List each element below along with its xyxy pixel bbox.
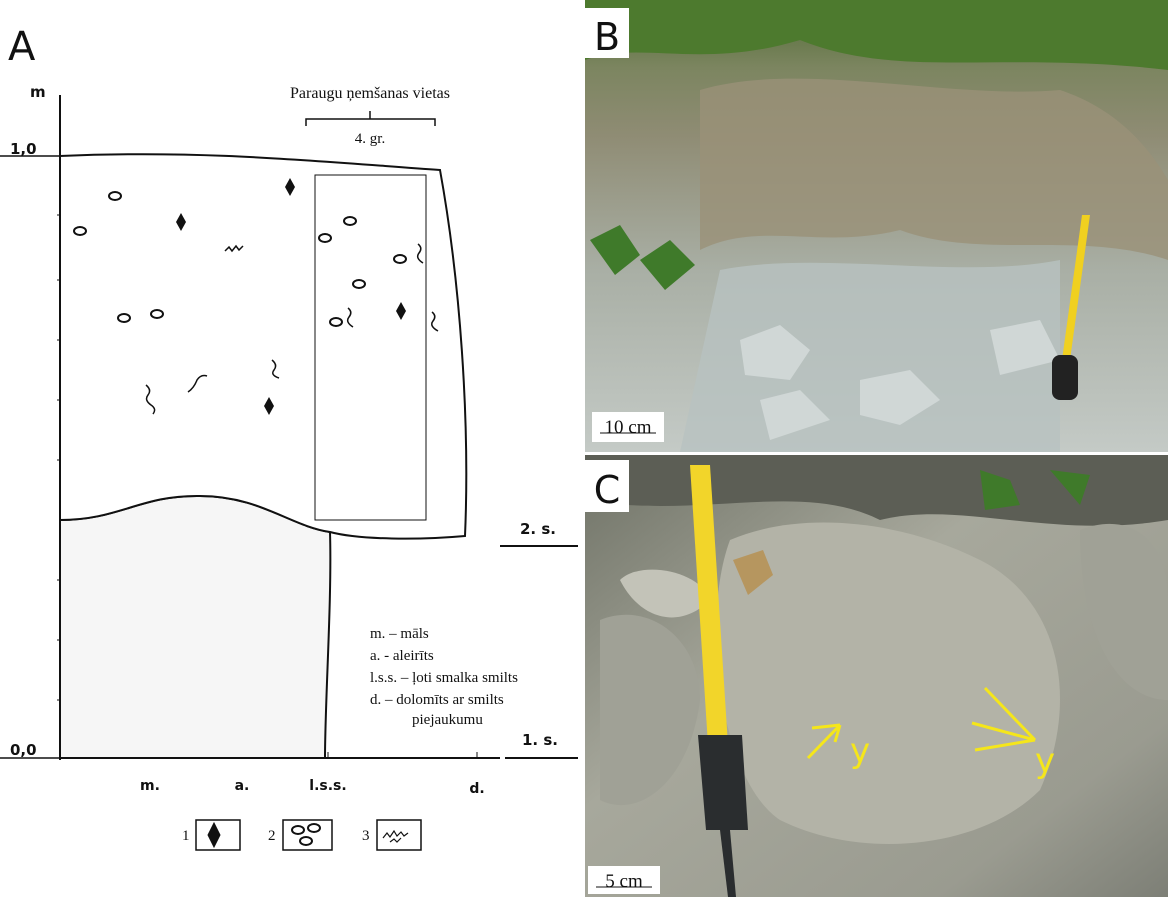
- legend-text: m. – māls: [370, 626, 429, 642]
- symbol-key-part: [300, 837, 312, 845]
- panel-a: A m 1,0 0,0 Paraugu ņemšanas vietas 4. g…: [0, 24, 578, 850]
- photo-detail-part: [1052, 355, 1078, 400]
- level-lines: [500, 546, 578, 758]
- sampling-bracket-part: [306, 111, 435, 126]
- scale-label: 10 cm: [605, 417, 652, 438]
- panel-label: B: [594, 15, 620, 59]
- legend-text: a. - aleirīts: [370, 648, 434, 664]
- symbol-key-part: [292, 826, 304, 834]
- panel-c: C y y 5 cm: [585, 455, 1168, 897]
- panel-label: C: [594, 468, 621, 512]
- sampling-bracket: [306, 111, 435, 126]
- panel-label: A: [8, 24, 36, 70]
- axis-unit: m: [30, 83, 46, 101]
- legend-text: l.s.s. – ļoti smalka smilts: [370, 670, 518, 686]
- level-label: 2. s.: [520, 520, 556, 538]
- y-tick-label: 0,0: [10, 741, 37, 759]
- symbol-key-part: [208, 823, 220, 847]
- annotation: y: [850, 731, 870, 771]
- symbol-key-part: [377, 820, 421, 850]
- key-number: 3: [362, 828, 370, 844]
- lithology-layers: [60, 154, 466, 758]
- symbol-key-part: [383, 831, 408, 842]
- symbol-key: [196, 820, 421, 850]
- symbol-key-part: [308, 824, 320, 832]
- legend-text: piejaukumu: [412, 712, 483, 728]
- annotation: y: [1035, 741, 1055, 781]
- lithology-layers-part: [60, 496, 330, 758]
- photo-detail-part: [698, 735, 748, 830]
- x-tick-label: m.: [140, 778, 160, 794]
- x-tick-label: l.s.s.: [309, 778, 346, 794]
- panel-b: B 10 cm: [585, 0, 1168, 452]
- key-number: 1: [182, 828, 190, 844]
- sampling-title: Paraugu ņemšanas vietas: [290, 85, 450, 102]
- x-tick-label: d.: [469, 781, 484, 797]
- figure: A m 1,0 0,0 Paraugu ņemšanas vietas 4. g…: [0, 0, 1168, 897]
- scale-label: 5 cm: [605, 871, 643, 892]
- abbreviation-legend: m. – māls a. - aleirīts l.s.s. – ļoti sm…: [370, 626, 518, 728]
- lithology-layers-part: [60, 154, 466, 538]
- x-tick-label: a.: [235, 778, 250, 794]
- sampling-group: 4. gr.: [355, 131, 385, 147]
- key-number: 2: [268, 828, 276, 844]
- level-label: 1. s.: [522, 731, 558, 749]
- legend-text: d. – dolomīts ar smilts: [370, 692, 504, 708]
